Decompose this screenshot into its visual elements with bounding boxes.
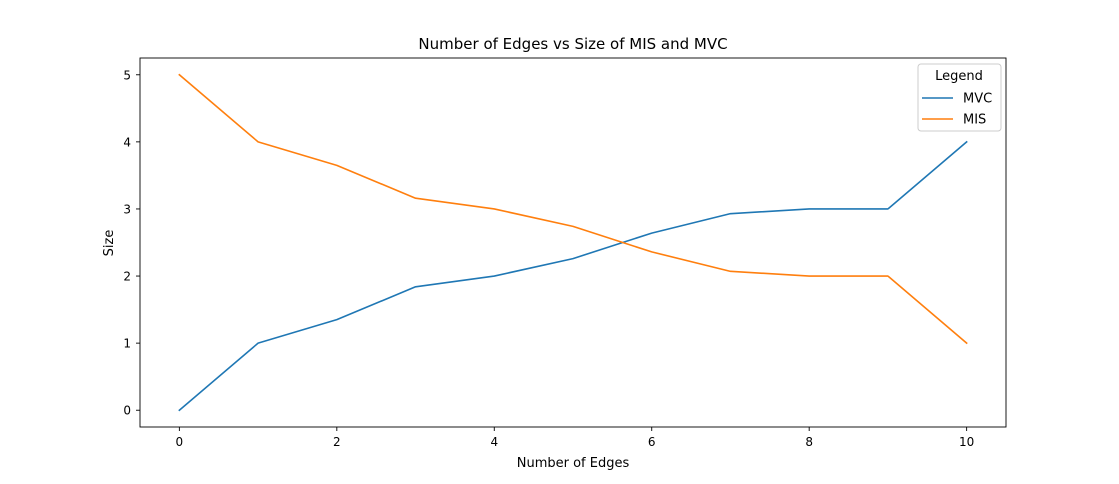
y-tick-label: 3 [123,202,131,216]
y-tick-label: 0 [123,404,131,418]
y-tick-label: 4 [123,135,131,149]
x-tick-label: 4 [490,435,498,449]
x-tick-label: 8 [805,435,813,449]
legend: Legend MVC MIS [917,63,1002,132]
x-tick-label: 6 [648,435,656,449]
y-tick-label: 5 [123,68,131,82]
legend-label-mis: MIS [963,113,986,128]
chart-title: Number of Edges vs Size of MIS and MVC [418,35,727,53]
legend-label-mvc: MVC [963,92,992,107]
series-line-mis [178,73,968,345]
legend-title: Legend [935,69,983,84]
plot-area: 0 2 4 6 8 10 0 1 2 3 4 5 [123,57,1007,449]
y-axis-label: Size [102,230,117,257]
x-tick-label: 10 [959,435,974,449]
series-line-mvc [178,140,968,412]
x-tick-label: 0 [176,435,184,449]
legend-box [917,63,1002,132]
x-axis-label: Number of Edges [517,456,630,471]
x-tick-label: 2 [333,435,341,449]
axes-frame [139,57,1007,428]
y-tick-label: 2 [123,270,131,284]
y-tick-label: 1 [123,337,131,351]
